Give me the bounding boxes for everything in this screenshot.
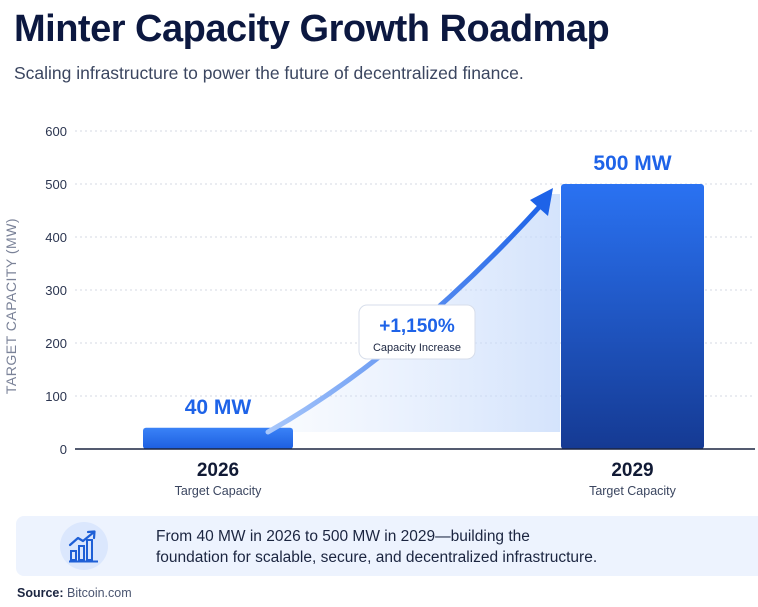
x-tick-label: 2029: [611, 460, 653, 481]
chart-subtitle: Scaling infrastructure to power the futu…: [14, 63, 524, 83]
source-note: Source: Bitcoin.com: [17, 586, 132, 600]
bar-2026: [143, 427, 293, 449]
value-label: 40 MW: [185, 396, 252, 419]
annotation-value: +1,150%: [379, 316, 455, 337]
y-tick-label: 500: [45, 177, 67, 192]
growth-chart-icon: [60, 522, 108, 570]
y-axis-label: TARGET CAPACITY (MW): [3, 218, 19, 394]
summary-line-1: From 40 MW in 2026 to 500 MW in 2029—bui…: [156, 528, 530, 545]
arrow-head-icon: [530, 188, 553, 216]
value-label: 500 MW: [593, 152, 671, 175]
y-tick-label: 400: [45, 230, 67, 245]
summary-line-2: foundation for scalable, secure, and dec…: [156, 549, 598, 566]
bar-2029: [561, 184, 704, 449]
y-tick-label: 0: [60, 442, 67, 457]
annotation-label: Capacity Increase: [373, 342, 461, 354]
x-tick-sublabel: Target Capacity: [175, 484, 263, 498]
y-tick-label: 100: [45, 389, 67, 404]
y-tick-label: 200: [45, 336, 67, 351]
x-tick-sublabel: Target Capacity: [589, 484, 677, 498]
capacity-chart: 0 100 200 300 400 500 600 TARGET CAPACITY (MW) 4…: [3, 124, 755, 498]
source-label: Source:: [17, 586, 64, 600]
y-tick-label: 600: [45, 124, 67, 139]
summary-text: From 40 MW in 2026 to 500 MW in 2029—bui…: [156, 526, 716, 568]
y-tick-label: 300: [45, 283, 67, 298]
growth-area: [268, 194, 560, 432]
summary-panel: From 40 MW in 2026 to 500 MW in 2029—bui…: [16, 516, 758, 576]
source-value: Bitcoin.com: [67, 586, 132, 600]
chart-title: Minter Capacity Growth Roadmap: [14, 8, 610, 50]
annotation-box: [358, 304, 476, 360]
x-tick-label: 2026: [197, 460, 239, 481]
